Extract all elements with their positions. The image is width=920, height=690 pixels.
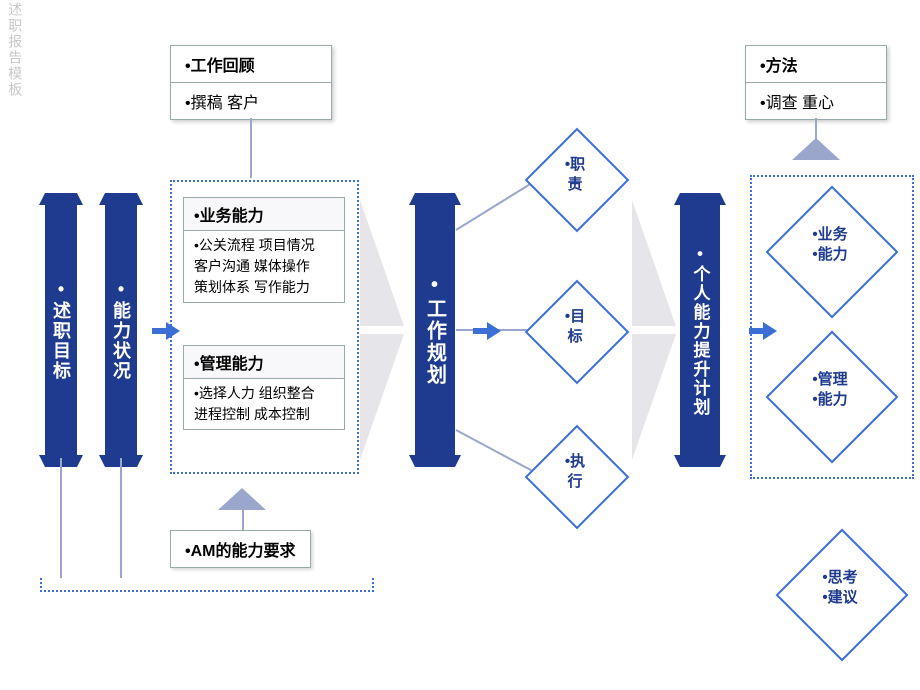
header-right-title: •方法 <box>746 46 886 83</box>
diamond-target-label: •目 标 <box>530 307 620 346</box>
arrow-2 <box>487 322 501 340</box>
arrow-3 <box>763 322 777 340</box>
header-left: •工作回顾 •撰稿 客户 <box>170 45 332 120</box>
conn-bottom <box>242 508 244 530</box>
box-mgmt: •管理能力 •选择人力 组织整合 进程控制 成本控制 <box>183 345 345 430</box>
banner-workplan: •工作规划 <box>415 205 455 455</box>
arrow-up-left <box>218 488 266 510</box>
diamond-think-label: •思考 •建议 <box>795 568 885 607</box>
arrow-up-right <box>792 138 840 160</box>
bracket-v2 <box>120 458 122 578</box>
box-biz-body: •公关流程 项目情况 客户沟通 媒体操作 策划体系 写作能力 <box>184 231 344 302</box>
bottom-label: •AM的能力要求 <box>170 530 311 568</box>
box-mgmt-body: •选择人力 组织整合 进程控制 成本控制 <box>184 379 344 429</box>
banner-ability: •能力状况 <box>105 205 137 455</box>
arrow-1 <box>166 322 180 340</box>
diagram-canvas: 述职报告模板 •述职目标 •能力状况 •工作规划 •个人能力提升计划 •工作回顾… <box>0 0 920 690</box>
box-mgmt-title: •管理能力 <box>184 346 344 379</box>
banner-workplan-text: •工作规划 <box>421 274 450 386</box>
diamond-exec-label: •执 行 <box>530 452 620 491</box>
box-biz: •业务能力 •公关流程 项目情况 客户沟通 媒体操作 策划体系 写作能力 <box>183 197 345 303</box>
banner-improve: •个人能力提升计划 <box>680 205 720 455</box>
banner-improve-text: •个人能力提升计划 <box>688 244 713 417</box>
wedge-2-top <box>632 200 676 326</box>
header-left-sub: •撰稿 客户 <box>171 83 331 119</box>
wedge-1-bot <box>360 334 404 460</box>
banner-ability-text: •能力状况 <box>108 279 134 381</box>
conn-left <box>250 118 252 178</box>
banner-goal-text: •述职目标 <box>48 279 74 381</box>
wedge-2-bot <box>632 334 676 460</box>
wedge-1-top <box>360 200 404 326</box>
dashed-bottom <box>40 578 374 592</box>
diamond-duty-label: •职 责 <box>530 155 620 194</box>
header-left-title: •工作回顾 <box>171 46 331 83</box>
diamond-biz-label: •业务 •能力 <box>785 225 875 264</box>
banner-goal: •述职目标 <box>45 205 77 455</box>
diamond-mgmt-label: •管理 •能力 <box>785 370 875 409</box>
conn-right <box>815 118 817 140</box>
header-right-sub: •调查 重心 <box>746 83 886 119</box>
box-biz-title: •业务能力 <box>184 198 344 231</box>
bottom-label-text: •AM的能力要求 <box>185 543 296 560</box>
header-right: •方法 •调查 重心 <box>745 45 887 120</box>
bracket-v1 <box>60 458 62 578</box>
